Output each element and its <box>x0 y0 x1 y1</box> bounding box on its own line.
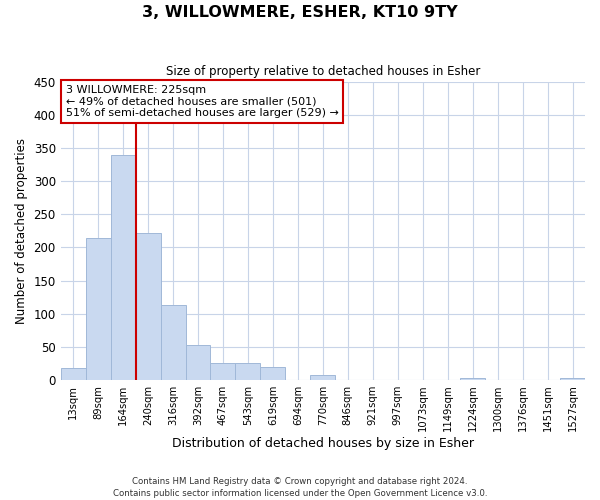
X-axis label: Distribution of detached houses by size in Esher: Distribution of detached houses by size … <box>172 437 474 450</box>
Bar <box>260 366 286 380</box>
Bar <box>235 364 260 380</box>
Bar <box>310 375 335 380</box>
Bar <box>86 238 110 380</box>
Y-axis label: Number of detached properties: Number of detached properties <box>15 138 28 324</box>
Bar <box>110 155 136 380</box>
Bar <box>460 378 485 380</box>
Bar <box>136 233 161 380</box>
Bar <box>61 368 86 380</box>
Title: Size of property relative to detached houses in Esher: Size of property relative to detached ho… <box>166 65 480 78</box>
Text: Contains HM Land Registry data © Crown copyright and database right 2024.
Contai: Contains HM Land Registry data © Crown c… <box>113 476 487 498</box>
Bar <box>211 362 235 380</box>
Bar <box>161 305 185 380</box>
Bar <box>560 378 585 380</box>
Text: 3 WILLOWMERE: 225sqm
← 49% of detached houses are smaller (501)
51% of semi-deta: 3 WILLOWMERE: 225sqm ← 49% of detached h… <box>66 85 339 118</box>
Text: 3, WILLOWMERE, ESHER, KT10 9TY: 3, WILLOWMERE, ESHER, KT10 9TY <box>142 5 458 20</box>
Bar <box>185 344 211 380</box>
